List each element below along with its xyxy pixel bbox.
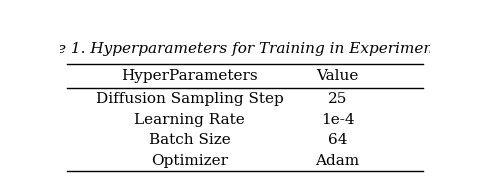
Text: ole 1. Hyperparameters for Training in Experiments: ole 1. Hyperparameters for Training in E… <box>43 42 447 56</box>
Text: Batch Size: Batch Size <box>149 133 230 147</box>
Text: Optimizer: Optimizer <box>151 154 228 168</box>
Text: HyperParameters: HyperParameters <box>121 69 258 83</box>
Text: Value: Value <box>316 69 359 83</box>
Text: Learning Rate: Learning Rate <box>134 113 245 127</box>
Text: 25: 25 <box>328 92 348 106</box>
Text: Adam: Adam <box>315 154 359 168</box>
Text: 64: 64 <box>328 133 348 147</box>
Text: 1e-4: 1e-4 <box>321 113 354 127</box>
Text: Diffusion Sampling Step: Diffusion Sampling Step <box>96 92 283 106</box>
